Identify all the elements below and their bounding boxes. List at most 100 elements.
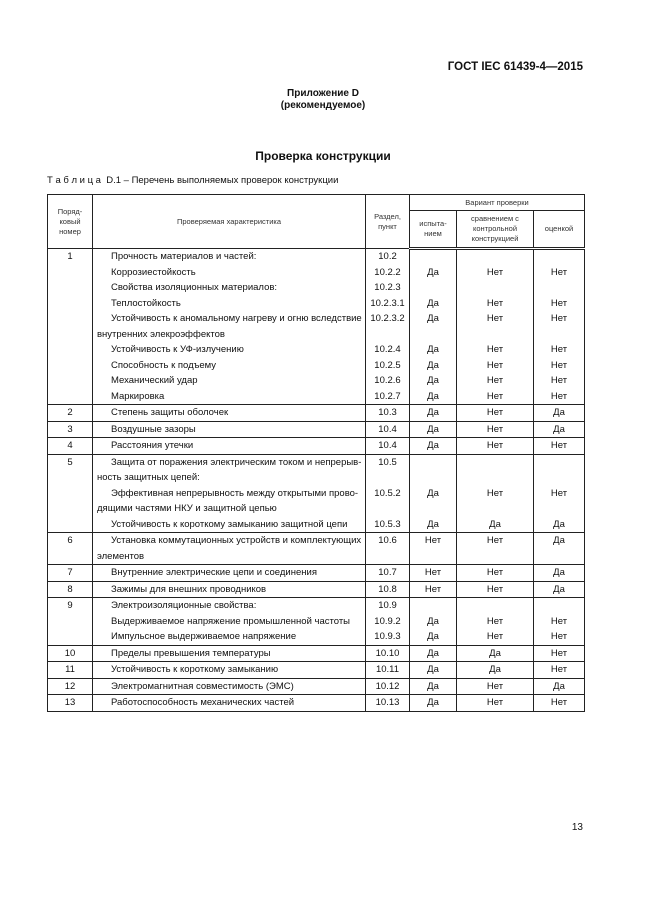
table-row: 10 Пределы превышения температуры 10.10 Да Д… (47, 644, 586, 662)
row-characteristic: Внутренние электрические цепи и соединен… (92, 564, 366, 581)
row-clause: 10.2.4 (365, 342, 410, 358)
row-number (47, 613, 93, 629)
row-assess: Нет (532, 661, 586, 678)
row-compare: Да (456, 644, 534, 662)
row-compare: Нет (456, 295, 534, 311)
row-number: 9 (47, 597, 93, 614)
row-number: 5 (47, 453, 93, 486)
row-clause: 10.8 (365, 580, 410, 598)
row-assess (532, 280, 586, 296)
row-test: Да (409, 437, 457, 454)
row-test: Нет (409, 532, 457, 565)
row-compare (456, 280, 534, 296)
row-clause: 10.9 (365, 597, 410, 614)
row-number: 13 (47, 694, 93, 712)
row-clause: 10.5.3 (365, 516, 410, 533)
row-number (47, 264, 93, 280)
table-row: Устойчивость к УФ-излучению 10.2.4 Да Нет Не… (47, 342, 586, 358)
row-clause: 10.9.2 (365, 613, 410, 629)
row-test (409, 597, 457, 614)
row-characteristic: Маркировка (92, 388, 366, 405)
table-row: 2 Степень защиты оболочек 10.3 Да Нет Да (47, 404, 586, 421)
row-clause: 10.5.2 (365, 485, 410, 517)
row-number (47, 342, 93, 358)
row-compare: Нет (456, 342, 534, 358)
table-row: 3 Воздушные зазоры 10.4 Да Нет Да (47, 420, 586, 438)
row-assess: Да (532, 420, 586, 438)
row-number (47, 485, 93, 517)
row-compare: Нет (456, 580, 534, 598)
header-num: Поряд-ковый номер (47, 194, 93, 249)
row-clause: 10.9.3 (365, 629, 410, 645)
row-characteristic: Зажимы для внешних проводников (92, 580, 366, 598)
standard-number: ГОСТ IEC 61439-4—2015 (447, 61, 583, 73)
table-row: Теплостойкость 10.2.3.1 Да Нет Нет (47, 295, 586, 311)
row-test: Да (409, 613, 457, 629)
table-row: 5 Защита от поражения электрическим током… (47, 453, 586, 486)
row-characteristic: Воздушные зазоры (92, 420, 366, 438)
row-number (47, 295, 93, 311)
row-characteristic: Теплостойкость (92, 295, 366, 311)
row-assess: Нет (532, 485, 586, 517)
table-row: Коррозиестойкость 10.2.2 Да Нет Нет (47, 264, 586, 280)
row-assess: Нет (532, 694, 586, 712)
row-compare: Нет (456, 311, 534, 342)
row-test: Нет (409, 564, 457, 581)
table-row: Устойчивость к аномальному нагреву и огн… (47, 311, 586, 342)
row-clause: 10.3 (365, 404, 410, 421)
row-number (47, 388, 93, 405)
row-characteristic: Выдерживаемое напряжение промышленной ча… (92, 613, 366, 629)
row-compare: Нет (456, 264, 534, 280)
row-compare: Нет (456, 564, 534, 581)
row-compare: Нет (456, 437, 534, 454)
row-compare: Нет (456, 373, 534, 389)
row-test (409, 248, 457, 265)
row-characteristic: Прочность материалов и частей: (92, 248, 366, 265)
row-number: 4 (47, 437, 93, 454)
row-number: 3 (47, 420, 93, 438)
row-compare: Нет (456, 485, 534, 517)
row-compare: Нет (456, 532, 534, 565)
table-caption: Т а б л и ц а D.1 – Перечень выполняемых… (47, 175, 339, 186)
table-row: Импульсное выдерживаемое напряжение 10.9.… (47, 629, 586, 645)
row-compare (456, 453, 534, 486)
row-number: 7 (47, 564, 93, 581)
row-number (47, 373, 93, 389)
table-row: 13 Работоспособность механических частей 1… (47, 694, 586, 712)
row-number: 11 (47, 661, 93, 678)
row-clause: 10.10 (365, 644, 410, 662)
table-row: 8 Зажимы для внешних проводников 10.8 Нет Не… (47, 580, 586, 598)
row-assess: Да (532, 532, 586, 565)
row-test: Да (409, 295, 457, 311)
row-characteristic: Расстояния утечки (92, 437, 366, 454)
row-clause: 10.12 (365, 677, 410, 695)
header-compare: сравнением с контрольной конструкцией (456, 210, 534, 250)
row-characteristic: Защита от поражения электрическим током … (92, 453, 366, 486)
row-test: Да (409, 404, 457, 421)
row-test: Да (409, 420, 457, 438)
row-compare: Нет (456, 694, 534, 712)
row-characteristic: Устойчивость к аномальному нагреву и огн… (92, 311, 366, 342)
row-number (47, 357, 93, 373)
table-row: 4 Расстояния утечки 10.4 Да Нет Нет (47, 437, 586, 454)
row-assess: Да (532, 677, 586, 695)
header-variant: Вариант проверки (408, 194, 586, 211)
row-compare: Нет (456, 420, 534, 438)
row-characteristic: Работоспособность механических частей (92, 694, 366, 712)
row-test: Да (409, 357, 457, 373)
table-row: Маркировка 10.2.7 Да Нет Нет (47, 388, 586, 405)
table-row: Эффективная непрерывность между открытым… (47, 485, 586, 517)
row-characteristic: Устойчивость к короткому замыканию (92, 661, 366, 678)
row-number (47, 516, 93, 533)
row-clause: 10.4 (365, 437, 410, 454)
row-test: Нет (409, 580, 457, 598)
row-assess: Нет (532, 613, 586, 629)
row-number: 12 (47, 677, 93, 695)
row-compare: Да (456, 661, 534, 678)
row-characteristic: Устойчивость к короткому замыканию защит… (92, 516, 366, 533)
row-number (47, 280, 93, 296)
row-clause: 10.2.3.1 (365, 295, 410, 311)
row-compare: Нет (456, 629, 534, 645)
row-compare: Нет (456, 357, 534, 373)
row-assess: Нет (532, 342, 586, 358)
